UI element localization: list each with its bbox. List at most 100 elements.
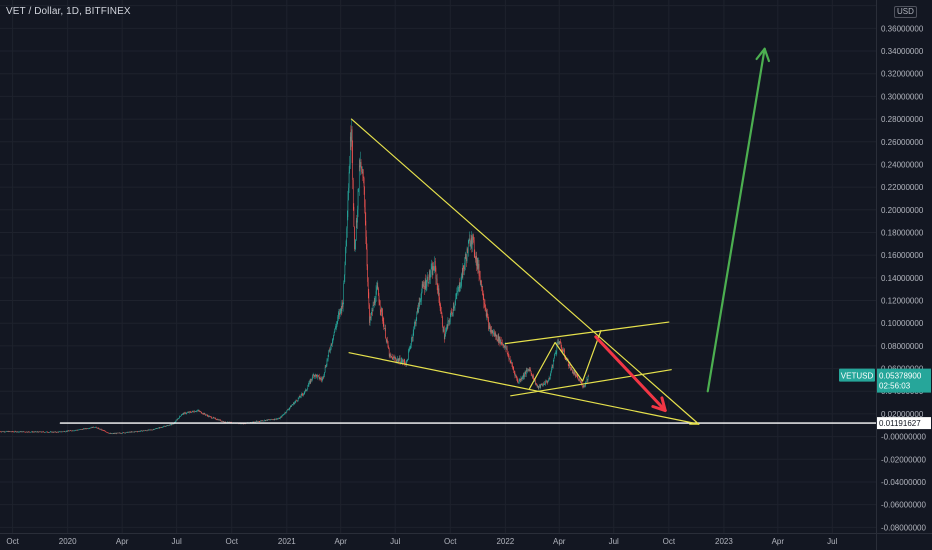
price-tick-label: 0.02000000 [881,410,924,419]
candle [397,355,398,363]
candle-body [318,375,319,376]
candle-body [299,396,300,398]
candle-body [269,419,271,421]
candle [284,412,285,415]
candle [523,372,524,380]
candle [414,319,416,330]
candle-body [510,362,512,364]
candle [115,432,116,434]
candle [41,431,42,433]
currency-label[interactable]: USD [894,6,917,18]
candle-body [482,286,483,295]
candle [358,188,359,193]
candle [108,432,109,434]
candle [387,336,388,344]
candle-body [8,431,9,432]
candle-body [423,284,424,287]
candle-body [398,360,400,362]
candle [188,411,189,413]
candle [52,431,54,433]
candle-body [450,311,452,317]
candle-body [498,335,500,343]
candle [383,317,385,330]
candle-body [374,299,376,304]
candle-body [462,265,464,278]
candle-body [48,432,49,433]
candle-body [379,302,380,306]
candle [339,308,341,317]
candle [22,431,24,433]
candle [396,358,397,363]
candle-body [442,326,444,332]
candle [587,378,588,383]
candle [261,420,263,422]
candle [542,383,543,387]
candle-body [330,349,331,351]
candle-body [425,280,427,289]
candle [100,429,101,430]
candle-body [212,418,213,419]
candle [77,429,79,431]
candle-body [265,420,267,421]
candle [187,411,189,413]
red-arrow [594,335,667,413]
candle [320,375,322,382]
candle-body [484,303,485,305]
candle [199,409,200,412]
candle [431,259,433,270]
candle-body [42,431,44,433]
candle [0,431,1,433]
candle-body [443,329,444,332]
candle [149,429,150,431]
candle-body [286,410,288,413]
candle [435,265,437,286]
candle [524,371,525,380]
candle-body [358,188,359,189]
candle-body [584,385,586,387]
candle [89,427,91,429]
candle-body [521,378,523,380]
candle [320,377,321,380]
candle [112,433,113,435]
candle [348,166,350,193]
candle-body [41,432,43,433]
candle [443,326,444,333]
candle-body [252,421,253,423]
candle-body [18,431,20,433]
candle [473,233,474,243]
candle-body [146,430,148,432]
candle [133,431,135,433]
candle-body [483,298,485,304]
candle [321,376,322,383]
candle [472,234,474,245]
candle-body [515,375,516,376]
triangle-lower-trendline [348,352,700,425]
candle-body [170,424,172,425]
candle-body [287,409,289,411]
candle-body [263,420,264,422]
candle [430,269,431,285]
candle [214,417,215,419]
candle [96,427,98,429]
candle-body [124,432,125,434]
candle-body [19,431,21,433]
candle-body [129,431,130,433]
candle [279,417,280,419]
candle [404,358,406,366]
candle-body [276,418,277,420]
candle [178,418,179,419]
candle [385,337,387,343]
candle [507,352,509,357]
candle-body [390,356,392,357]
candle-body [351,129,352,142]
candle-body [278,418,279,420]
candle-body [486,313,488,316]
candle [264,419,265,422]
candle [498,333,500,346]
candle-body [297,398,299,401]
candle-body [542,385,544,386]
candle [327,358,328,362]
candle-body [518,382,519,384]
candle [73,430,75,432]
